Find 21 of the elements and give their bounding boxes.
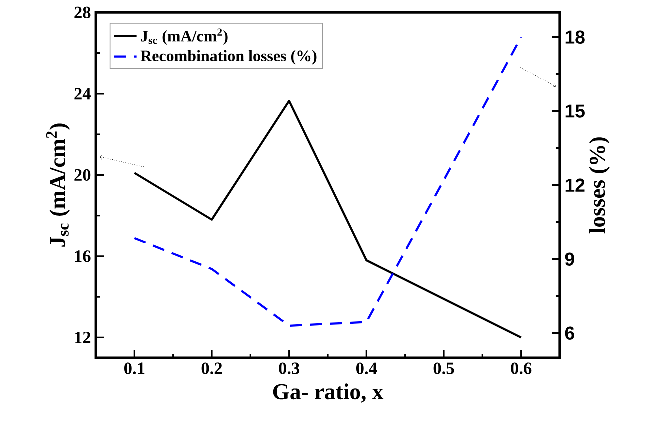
y-axis-title: J$_{sc}$ (mA/cm$^{2}$) [46, 124, 70, 247]
y2-tick-label: 12 [566, 178, 585, 192]
y2-tick-label: 9 [565, 252, 574, 266]
x-tick-label: 0.5 [434, 362, 454, 374]
y2-tick-label: 18 [566, 30, 585, 44]
x-axis-title: Ga- ratio, x [273, 384, 384, 403]
y-tick-label: 24 [74, 88, 91, 100]
x-tick-label: 0.6 [511, 362, 532, 374]
legend-label: Recombination losses (%) [140, 50, 317, 65]
y-tick-label: 20 [74, 169, 91, 182]
y2-axis-title: losses (%) [589, 138, 610, 234]
x-tick-label: 0.2 [202, 362, 222, 374]
x-tick-label: 0.4 [356, 362, 378, 374]
y-tick-label: 28 [74, 6, 91, 19]
legend-label: J$_{sc}$ (mA/cm$^{2}$) [141, 28, 228, 46]
y2-tick-label: 6 [565, 326, 574, 340]
x-tick-label: 0.3 [279, 362, 300, 374]
y-tick-label: 12 [75, 332, 91, 344]
x-tick-label: 0.1 [124, 362, 145, 374]
y-tick-label: 16 [75, 250, 91, 262]
y2-tick-label: 15 [566, 104, 585, 118]
